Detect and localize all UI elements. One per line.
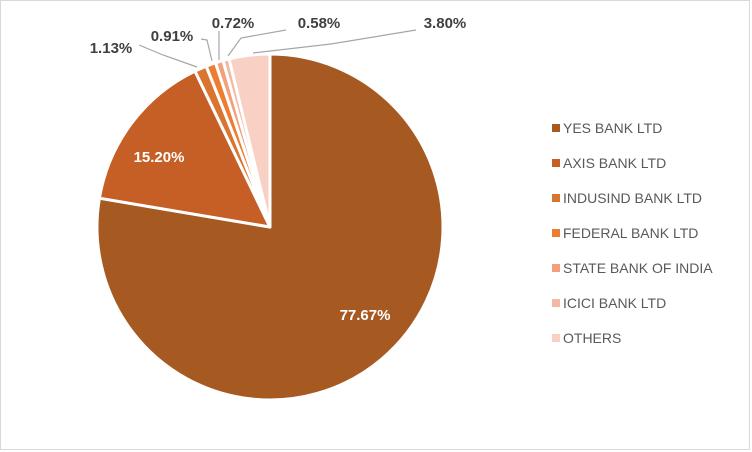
legend-label: INDUSIND BANK LTD — [563, 189, 702, 206]
data-label-7: 3.80% — [424, 15, 467, 32]
legend-label: ICICI BANK LTD — [563, 294, 667, 311]
leader-line-4 — [200, 38, 213, 62]
legend-label: STATE BANK OF INDIA — [563, 259, 713, 276]
data-label-1: 77.67% — [340, 307, 391, 324]
data-label-6: 0.58% — [298, 15, 341, 32]
legend-swatch — [552, 123, 560, 132]
legend-item: YES BANK LTD — [552, 110, 742, 145]
legend-item: INDUSIND BANK LTD — [552, 180, 742, 215]
legend-swatch — [552, 298, 560, 307]
legend-swatch — [552, 193, 560, 202]
data-label-3: 1.13% — [90, 40, 133, 57]
legend-swatch — [552, 158, 560, 167]
legend-label: YES BANK LTD — [563, 119, 663, 136]
legend-swatch — [552, 228, 560, 237]
data-label-2: 15.20% — [134, 149, 185, 166]
legend-item: OTHERS — [552, 320, 742, 355]
leader-line-7 — [252, 29, 417, 54]
legend-label: AXIS BANK LTD — [563, 154, 667, 171]
legend-item: STATE BANK OF INDIA — [552, 250, 742, 285]
data-label-4: 0.91% — [151, 28, 194, 45]
legend-item: AXIS BANK LTD — [552, 145, 742, 180]
data-label-5: 0.72% — [212, 15, 255, 32]
legend-swatch — [552, 333, 560, 342]
pie-slice-2 — [97, 69, 272, 229]
legend-swatch — [552, 263, 560, 272]
leader-line-3 — [138, 44, 198, 68]
pie-slice-7 — [227, 52, 272, 229]
legend-label: OTHERS — [563, 329, 622, 346]
leader-line-6 — [227, 29, 287, 57]
legend-item: ICICI BANK LTD — [552, 285, 742, 320]
legend-label: FEDERAL BANK LTD — [563, 224, 699, 241]
legend-item: FEDERAL BANK LTD — [552, 215, 742, 250]
chart-legend: YES BANK LTD AXIS BANK LTD INDUSIND BANK L… — [552, 110, 742, 355]
